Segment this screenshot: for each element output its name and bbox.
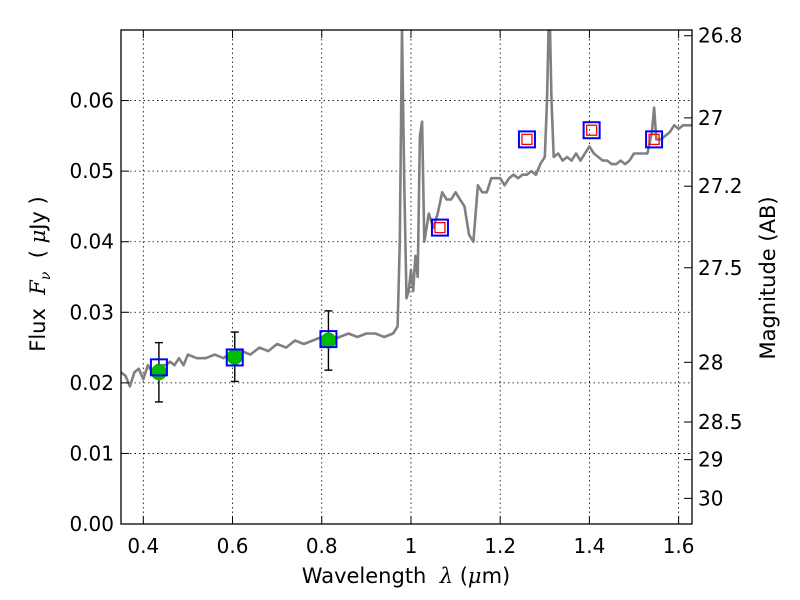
plot-frame [120,29,693,525]
y-tick-label: 0.05 [69,159,114,183]
x-tick-label: 0.8 [306,534,338,558]
detection-point [226,348,243,365]
y-ticks: 0.00 0.01 0.02 0.03 0.04 0.05 0.06 [69,89,129,536]
x-axis-label: Wavelength λ (μm) [302,564,510,588]
model-photometry-square [319,330,338,349]
x-tick-label: 1 [405,534,418,558]
y2-tick-label: 28 [698,350,723,374]
y-tick-label: 0.01 [69,441,114,465]
x-tick-label: 0.4 [127,534,159,558]
y-tick-label: 0.06 [69,89,114,113]
y2-axis-label: Magnitude (AB) [756,196,780,359]
model-photometry-square [225,348,244,367]
model-photometry-inner-square [648,133,660,146]
y2-tick-label: 27.5 [698,256,743,280]
y-tick-label: 0.04 [69,230,114,254]
y2-tick-label: 26.8 [698,24,743,48]
model-photometry-square [149,358,168,377]
y2-tick-label: 27 [698,106,723,130]
x-ticks: 0.4 0.6 0.8 1 1.2 1.4 1.6 [127,30,695,558]
spectrum-layer [121,30,692,388]
y-axis-label: Flux Fν ( μJy ) [26,196,54,351]
detection-point [320,332,337,349]
y2-tick-label: 27.2 [698,174,743,198]
y-tick-label: 0.02 [69,371,114,395]
photometry-layer [149,121,664,403]
y-tick-label: 0.00 [69,512,114,536]
x-tick-label: 1.4 [573,534,605,558]
model-photometry-inner-square [585,124,598,136]
y2-ticks: 26.8 27 27.2 27.5 28 28.5 29 30 [684,24,743,510]
spectrum-line [121,30,692,388]
model-photometry-inner-square [434,221,446,234]
y2-tick-label: 29 [698,448,723,472]
model-photometry-inner-square [521,133,533,146]
model-photometry-square [430,218,449,237]
detection-point [150,364,167,381]
model-photometry-square [582,121,601,140]
y-tick-label: 0.03 [69,300,114,324]
y2-tick-label: 28.5 [698,410,743,434]
x-tick-label: 1.2 [484,534,516,558]
model-photometry-square [645,130,664,149]
x-tick-label: 0.6 [217,534,249,558]
model-photometry-square [517,130,536,149]
x-tick-label: 1.6 [663,534,695,558]
y2-tick-label: 30 [698,486,723,510]
